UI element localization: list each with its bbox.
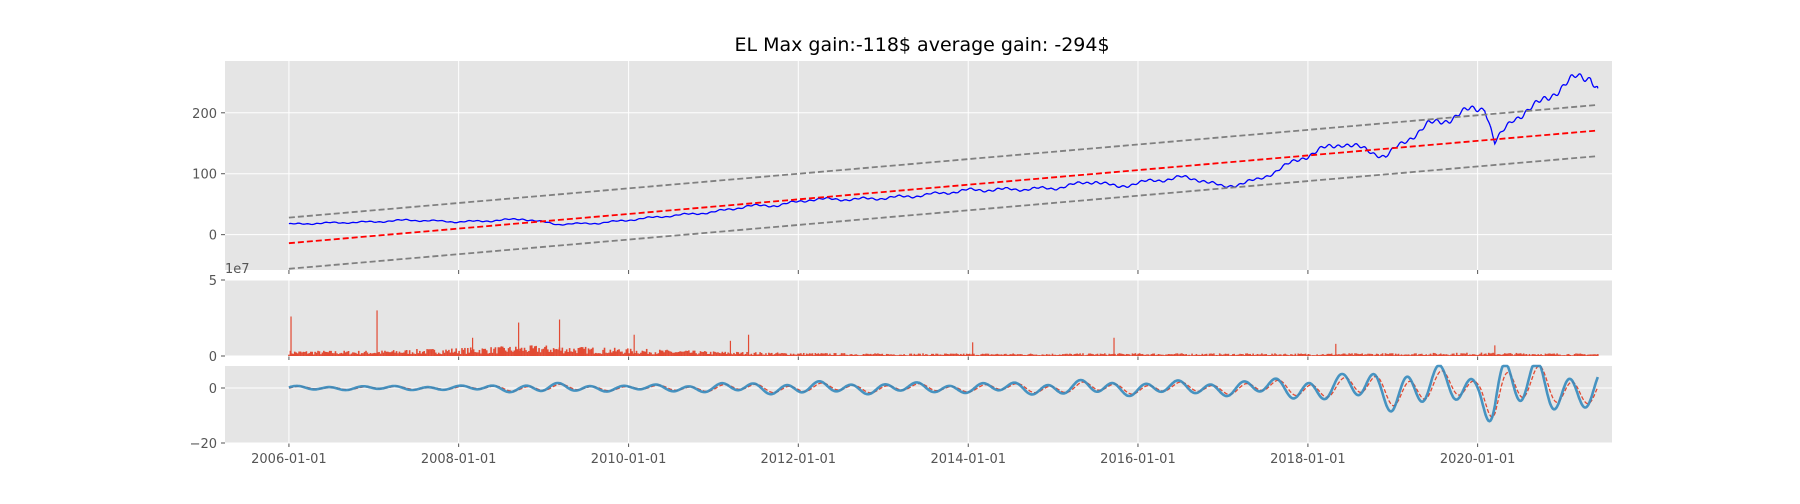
oscillator-y-tick-label: 0 [209, 382, 217, 397]
x-tick-label: 2014-01-01 [930, 452, 1006, 467]
oscillator-line [288, 364, 1600, 423]
oscillator-panel-background [225, 366, 1612, 443]
price-y-tick-label: 200 [192, 107, 217, 122]
volume-offset-label: 1e7 [225, 262, 250, 277]
upper-band-line [288, 104, 1598, 219]
price-panel-y-ticks: 200 100 0 [192, 107, 225, 244]
x-tick-label: 2016-01-01 [1100, 452, 1176, 467]
volume-panel-bars [288, 310, 1599, 356]
lower-band-line [288, 155, 1598, 270]
volume-y-tick-label: 5 [209, 274, 217, 289]
volume-y-tick-label: 0 [209, 350, 217, 365]
chart-title: EL Max gain:-118$ average gain: -294$ [734, 34, 1109, 56]
trend-line [288, 129, 1598, 245]
volume-panel-background [225, 280, 1612, 356]
price-panel-lines [288, 73, 1599, 270]
x-tick-label: 2020-01-01 [1440, 452, 1516, 467]
oscillator-y-tick-label: −20 [190, 437, 217, 452]
oscillator-panel-lines [288, 364, 1600, 423]
x-axis-ticks: 2006-01-01 2008-01-01 2010-01-01 2012-01-01… [251, 452, 1515, 467]
x-tick-label: 2018-01-01 [1270, 452, 1346, 467]
x-tick-label: 2006-01-01 [251, 452, 327, 467]
volume-panel-y-ticks: 50 [209, 274, 225, 365]
price-y-tick-label: 0 [209, 229, 217, 244]
x-tick-label: 2010-01-01 [591, 452, 667, 467]
x-tick-label: 2008-01-01 [421, 452, 497, 467]
price-panel-grid [225, 61, 1612, 274]
price-panel-background [225, 61, 1612, 270]
x-tick-label: 2012-01-01 [761, 452, 837, 467]
oscillator-panel-y-ticks: 0 −20 [190, 382, 225, 452]
price-line [288, 73, 1599, 226]
price-y-tick-label: 100 [192, 168, 217, 183]
